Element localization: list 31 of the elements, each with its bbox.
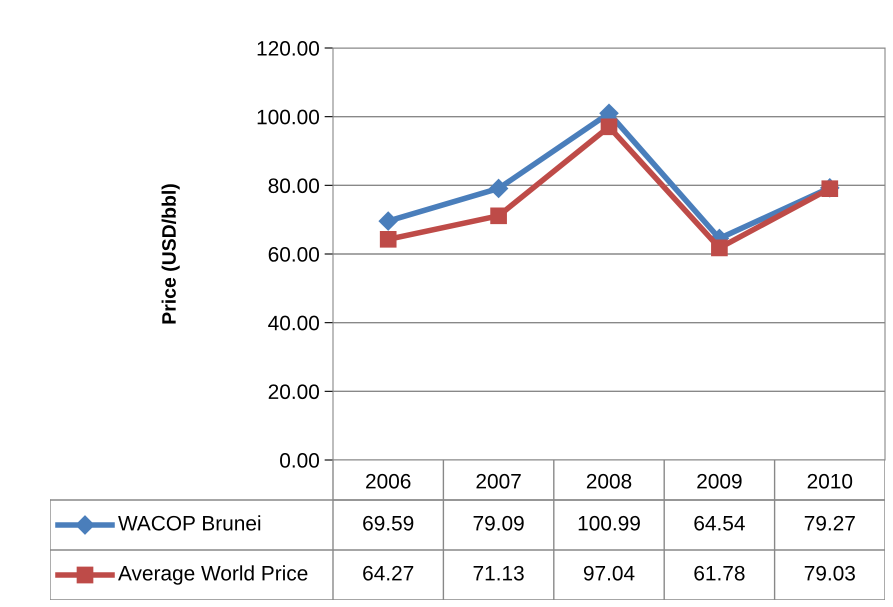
data-label: 79.09 bbox=[474, 516, 524, 531]
y-axis-title: Price (USD/bbl) bbox=[162, 184, 180, 324]
data-label: 69.59 bbox=[363, 516, 414, 531]
x-tick-label: 2009 bbox=[697, 474, 742, 489]
point bbox=[600, 118, 618, 136]
point bbox=[490, 207, 507, 224]
point bbox=[489, 178, 508, 198]
x-tick-label: 2010 bbox=[808, 474, 852, 489]
legend-label: Average World Price bbox=[118, 565, 308, 585]
data-label: 100.99 bbox=[578, 516, 640, 531]
point bbox=[380, 231, 397, 248]
y-tick-label: 80.00 bbox=[268, 178, 319, 194]
point bbox=[711, 240, 728, 256]
data-label: 97.04 bbox=[584, 566, 634, 581]
y-tick-label: 0.00 bbox=[280, 453, 319, 468]
data-label: 61.78 bbox=[694, 566, 745, 581]
x-tick-label: 2008 bbox=[586, 474, 632, 489]
data-label: 79.27 bbox=[804, 516, 855, 531]
x-tick-label: 2006 bbox=[366, 474, 410, 489]
data-label: 79.03 bbox=[804, 566, 855, 581]
y-tick-label: 20.00 bbox=[268, 384, 319, 400]
legend-label: WACOP Brunei bbox=[118, 515, 260, 531]
data-label: 64.27 bbox=[363, 566, 414, 581]
y-tick-label: 40.00 bbox=[268, 316, 319, 330]
y-tick-label: 60.00 bbox=[268, 247, 319, 262]
data-label: 64.54 bbox=[694, 516, 745, 531]
point bbox=[378, 212, 398, 231]
data-label: 71.13 bbox=[474, 566, 524, 581]
y-tick-label: 100.00 bbox=[258, 110, 319, 124]
y-tick-label: 120.00 bbox=[258, 41, 319, 56]
x-tick-label: 2007 bbox=[476, 474, 521, 489]
